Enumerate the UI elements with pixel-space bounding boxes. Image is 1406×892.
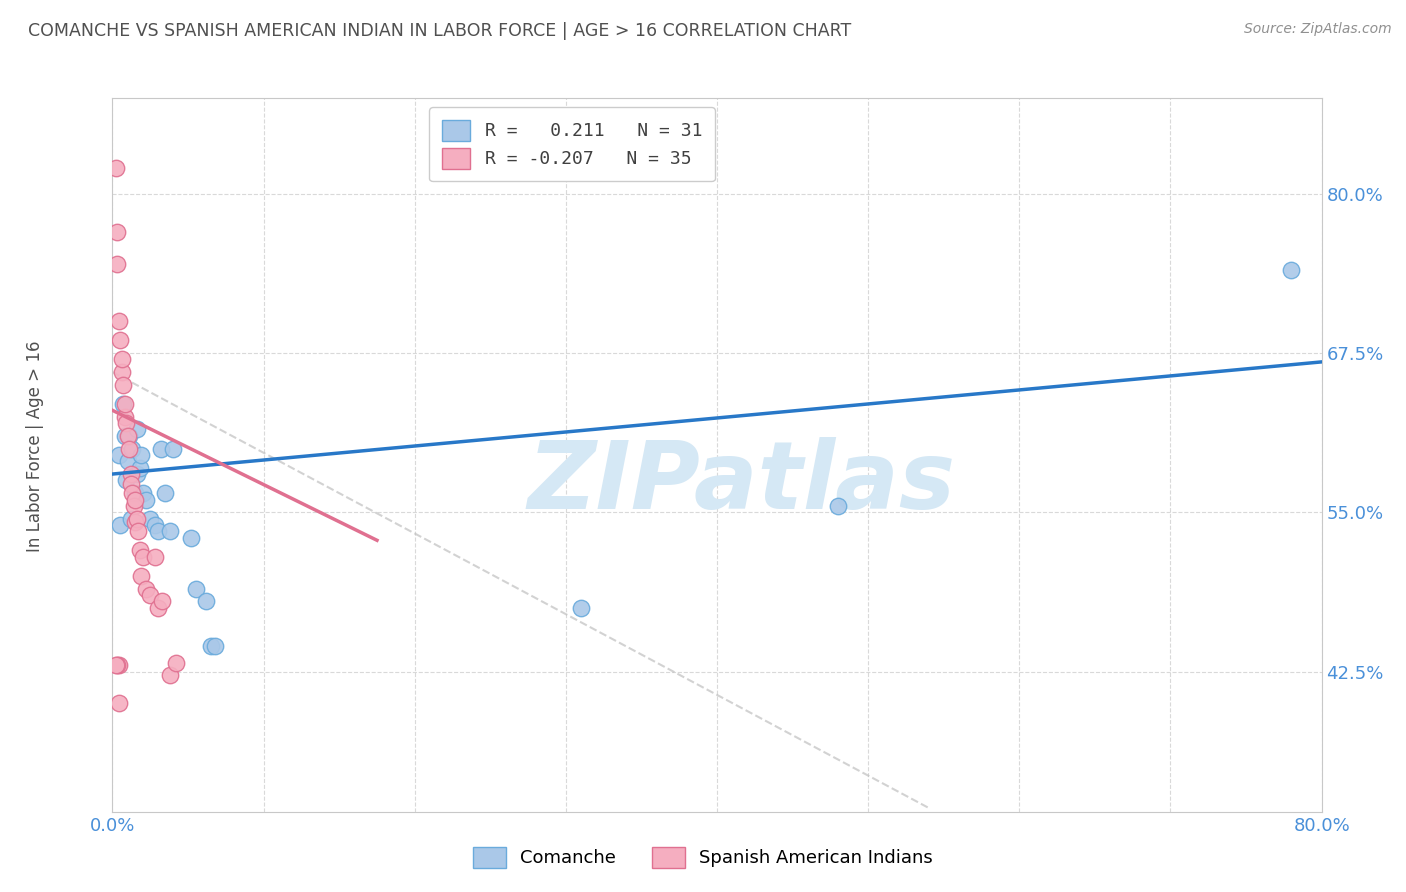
Point: [107, 448, 129, 462]
Text: COMANCHE VS SPANISH AMERICAN INDIAN IN LABOR FORCE | AGE > 16 CORRELATION CHART: COMANCHE VS SPANISH AMERICAN INDIAN IN L…: [28, 22, 852, 40]
Point: [129, 569, 152, 583]
Point: [121, 486, 143, 500]
Point: [132, 486, 155, 500]
Point: [124, 516, 146, 530]
Point: [195, 594, 218, 608]
Text: Source: ZipAtlas.com: Source: ZipAtlas.com: [1244, 22, 1392, 37]
Point: [107, 658, 129, 673]
Point: [569, 600, 592, 615]
Point: [162, 442, 184, 456]
Point: [146, 524, 169, 539]
Text: ZIPatlas: ZIPatlas: [527, 437, 955, 530]
Point: [112, 397, 135, 411]
Point: [118, 429, 141, 443]
Point: [110, 352, 132, 367]
Point: [122, 499, 145, 513]
Legend: R =   0.211   N = 31, R = -0.207   N = 35: R = 0.211 N = 31, R = -0.207 N = 35: [429, 107, 716, 181]
Point: [129, 448, 152, 462]
Point: [184, 582, 207, 596]
Point: [105, 257, 128, 271]
Point: [124, 492, 146, 507]
Point: [200, 639, 222, 653]
Text: In Labor Force | Age > 16: In Labor Force | Age > 16: [27, 340, 44, 552]
Point: [827, 499, 849, 513]
Point: [114, 397, 136, 411]
Point: [107, 314, 129, 328]
Point: [132, 549, 155, 564]
Point: [143, 549, 166, 564]
Point: [143, 518, 166, 533]
Point: [125, 467, 148, 481]
Point: [159, 524, 181, 539]
Point: [117, 429, 139, 443]
Point: [125, 422, 148, 436]
Point: [115, 474, 138, 488]
Point: [149, 442, 172, 456]
Point: [1279, 263, 1302, 277]
Point: [124, 486, 146, 500]
Point: [117, 454, 139, 468]
Point: [120, 511, 142, 525]
Point: [128, 543, 150, 558]
Point: [127, 524, 149, 539]
Point: [104, 658, 127, 673]
Point: [107, 697, 129, 711]
Point: [114, 429, 136, 443]
Point: [139, 511, 162, 525]
Legend: Comanche, Spanish American Indians: Comanche, Spanish American Indians: [463, 836, 943, 879]
Point: [159, 668, 181, 682]
Point: [108, 518, 131, 533]
Point: [125, 511, 148, 525]
Point: [114, 409, 136, 424]
Point: [120, 467, 142, 481]
Point: [104, 161, 127, 176]
Point: [165, 656, 187, 670]
Point: [146, 600, 169, 615]
Point: [180, 531, 202, 545]
Point: [135, 492, 157, 507]
Point: [121, 442, 143, 456]
Point: [112, 377, 135, 392]
Point: [118, 442, 141, 456]
Point: [150, 594, 173, 608]
Point: [155, 486, 177, 500]
Point: [120, 477, 142, 491]
Point: [105, 658, 128, 673]
Point: [105, 225, 128, 239]
Point: [108, 333, 131, 347]
Point: [135, 582, 157, 596]
Point: [110, 365, 132, 379]
Point: [204, 639, 226, 653]
Point: [139, 588, 162, 602]
Point: [128, 460, 150, 475]
Point: [115, 416, 138, 430]
